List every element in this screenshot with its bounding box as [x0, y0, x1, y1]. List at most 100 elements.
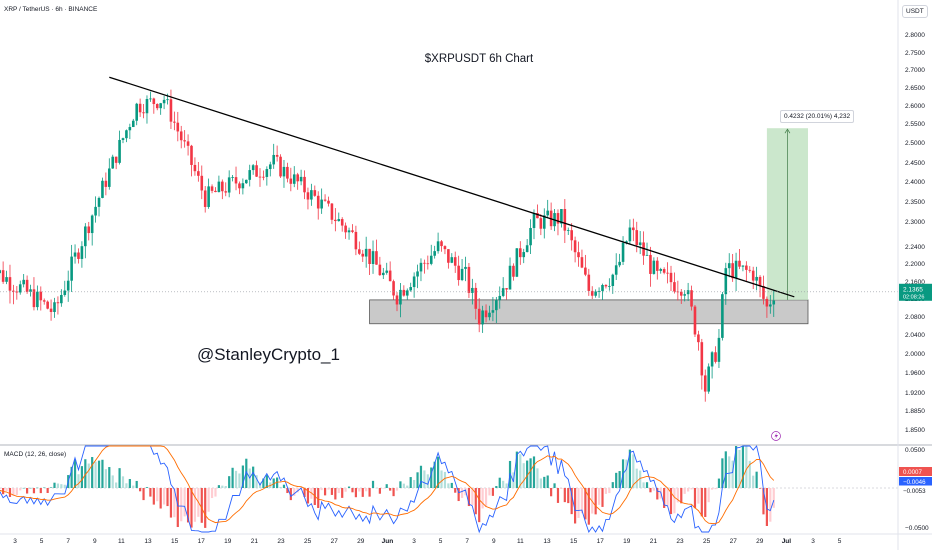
- macd-value-tag-bg: [898, 485, 932, 496]
- macd-histogram-bar: [673, 488, 676, 514]
- macd-histogram-bar: [337, 488, 340, 494]
- candle-body: [717, 337, 721, 362]
- candle-body: [731, 263, 734, 279]
- candle-body: [536, 213, 539, 219]
- macd-histogram-bar: [639, 470, 642, 488]
- candle-body: [210, 186, 214, 191]
- candle-body: [258, 176, 262, 178]
- macd-histogram-bar: [358, 488, 361, 492]
- macd-histogram-bar: [522, 463, 525, 488]
- measure-label: 0.4232 (20.01%) 4,232: [780, 110, 855, 123]
- candle-body: [566, 230, 570, 231]
- macd-histogram-bar: [652, 488, 655, 491]
- candle-body: [104, 180, 108, 187]
- candle-body: [303, 176, 306, 193]
- macd-histogram-bar: [210, 488, 214, 499]
- macd-histogram-bar: [111, 475, 114, 488]
- macd-histogram-bar: [628, 449, 631, 488]
- candle-body: [659, 269, 663, 271]
- candle-body: [467, 266, 471, 293]
- macd-histogram-bar: [286, 488, 289, 494]
- candle-body: [368, 248, 371, 264]
- macd-histogram-bar: [190, 488, 193, 528]
- candle-body: [570, 230, 573, 241]
- macd-histogram-bar: [495, 486, 498, 488]
- macd-histogram-bar: [132, 485, 135, 488]
- candle-body: [166, 99, 169, 101]
- macd-histogram-bar: [296, 488, 299, 493]
- candle-body: [412, 276, 416, 288]
- macd-tick-label: 0.0500: [905, 447, 925, 454]
- candle-body: [193, 164, 197, 172]
- macd-histogram-bar: [728, 456, 731, 488]
- macd-histogram-bar: [145, 487, 149, 488]
- candle-body: [700, 342, 704, 376]
- candle-body: [423, 262, 426, 264]
- candle-body: [450, 257, 454, 263]
- time-tick-label: 9: [492, 538, 496, 545]
- macd-histogram-bar: [53, 482, 56, 488]
- time-tick-label: 21: [650, 538, 658, 545]
- time-tick-label: 15: [570, 538, 578, 545]
- time-tick-label: 3: [412, 538, 416, 545]
- macd-histogram-bar: [32, 488, 36, 494]
- candle-body: [344, 225, 347, 233]
- macd-histogram-bar: [303, 488, 306, 497]
- time-tick-label: 29: [756, 538, 764, 545]
- time-tick-label: 27: [730, 538, 738, 545]
- macd-histogram-bar: [553, 483, 556, 488]
- macd-histogram-bar: [618, 471, 621, 488]
- macd-value-tag: 0.0007: [899, 467, 932, 476]
- macd-histogram-bar: [447, 483, 450, 488]
- macd-histogram-bar: [758, 488, 762, 489]
- time-tick-label: 27: [331, 538, 339, 545]
- candle-body: [625, 241, 628, 243]
- chart-title-text: $XRPUSDT 6h Chart: [424, 53, 534, 65]
- macd-histogram-bar: [645, 482, 649, 488]
- candle-body: [66, 280, 70, 291]
- candle-body: [662, 269, 666, 273]
- candle-body: [125, 130, 128, 139]
- lightning-icon: [771, 431, 781, 441]
- candle-body: [340, 219, 344, 226]
- macd-histogram-bar: [279, 486, 282, 488]
- candle-body: [347, 230, 351, 233]
- candle-body: [145, 99, 149, 114]
- candle-body: [385, 270, 389, 273]
- candle-body: [200, 175, 204, 191]
- macd-histogram-bar: [440, 470, 443, 488]
- macd-histogram-bar: [200, 488, 203, 523]
- candle-body: [710, 352, 714, 367]
- candle-body: [745, 265, 748, 270]
- macd-histogram-bar: [419, 465, 423, 488]
- candle-body: [618, 261, 621, 266]
- candle-body: [176, 122, 180, 132]
- time-tick-label: 17: [597, 538, 605, 545]
- candle-body: [56, 302, 60, 304]
- candle-body: [15, 291, 19, 293]
- macd-histogram-bar: [772, 488, 775, 508]
- macd-histogram-bar: [70, 466, 73, 488]
- candle-body: [443, 246, 447, 250]
- price-tick-label: 2.4000: [905, 179, 925, 186]
- price-tick-label: 2.2400: [905, 244, 925, 251]
- macd-histogram-bar: [556, 488, 560, 503]
- candle-body: [703, 375, 707, 392]
- macd-histogram-bar: [687, 488, 690, 492]
- candle-body: [584, 267, 587, 275]
- currency-badge[interactable]: USDT: [902, 5, 928, 18]
- candle-body: [399, 289, 402, 305]
- candle-body: [169, 99, 173, 122]
- macd-histogram-bar: [169, 488, 173, 518]
- candle-body: [632, 227, 635, 231]
- macd-histogram-bar: [604, 488, 608, 494]
- candle-body: [197, 171, 200, 176]
- macd-histogram-bar: [437, 456, 440, 488]
- macd-histogram-bar: [180, 488, 183, 522]
- candle-body: [382, 272, 385, 276]
- candle-body: [765, 298, 769, 307]
- time-tick-label: 7: [66, 538, 70, 545]
- macd-histogram-bar: [574, 488, 577, 524]
- candle-body: [772, 300, 776, 305]
